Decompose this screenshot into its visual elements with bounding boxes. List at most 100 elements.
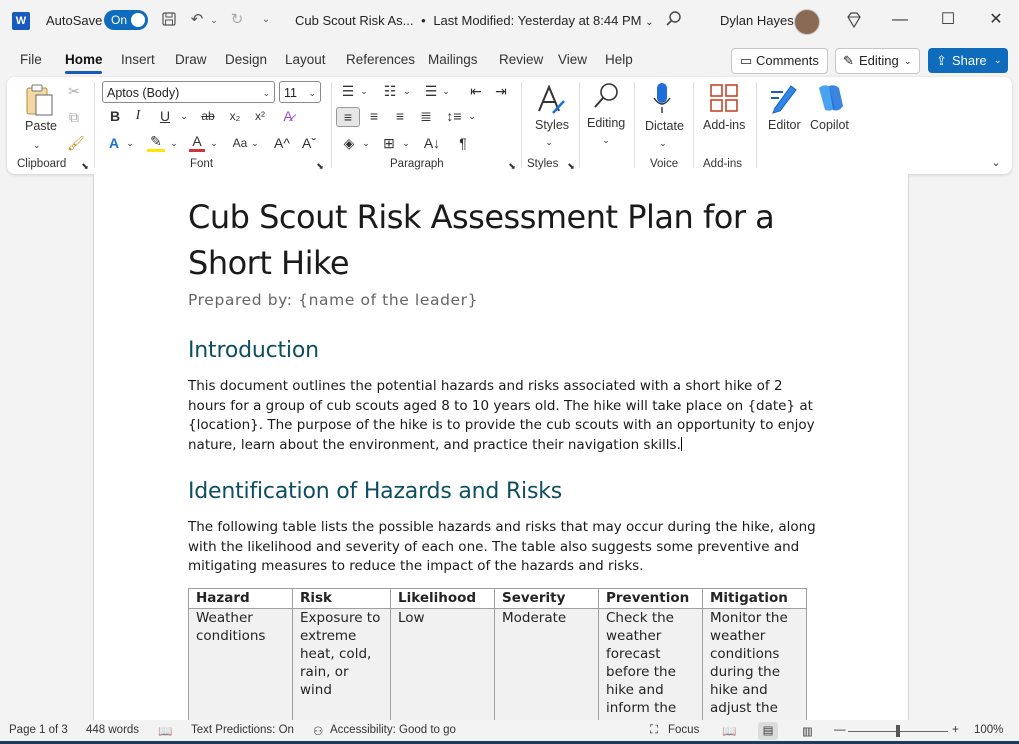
editor-icon[interactable] bbox=[769, 82, 799, 117]
increase-indent-icon[interactable]: ⇥ bbox=[495, 83, 507, 99]
sort-icon[interactable]: A↓ bbox=[423, 135, 441, 151]
search-icon[interactable] bbox=[665, 10, 683, 31]
borders-dropdown-icon[interactable]: ⌄ bbox=[402, 138, 410, 148]
save-icon[interactable] bbox=[160, 11, 178, 29]
styles-dropdown-icon[interactable]: ⌄ bbox=[545, 137, 553, 147]
decrease-indent-icon[interactable]: ⇤ bbox=[470, 83, 482, 99]
clipboard-launcher-icon[interactable]: ⬊ bbox=[81, 161, 89, 171]
print-layout-icon[interactable]: ▤ bbox=[758, 722, 778, 740]
tab-review[interactable]: Review bbox=[499, 52, 544, 67]
dictate-label[interactable]: Dictate bbox=[645, 119, 684, 133]
align-right-icon[interactable]: ≡ bbox=[395, 108, 405, 124]
line-spacing-icon[interactable]: ↕≡ bbox=[446, 108, 462, 124]
numbering-dropdown-icon[interactable]: ⌄ bbox=[403, 86, 411, 96]
zoom-level[interactable]: 100% bbox=[974, 724, 1004, 736]
tab-layout[interactable]: Layout bbox=[285, 52, 326, 67]
diamond-icon[interactable] bbox=[845, 11, 863, 32]
word-count[interactable]: 448 words bbox=[86, 724, 140, 736]
collapse-ribbon-icon[interactable]: ⌄ bbox=[991, 157, 1001, 169]
addins-icon[interactable] bbox=[709, 83, 739, 116]
bold-icon[interactable]: B bbox=[109, 108, 121, 124]
accessibility-status[interactable]: Accessibility: Good to go bbox=[330, 724, 456, 736]
editing-mode-button[interactable]: ✎ Editing ⌄ bbox=[835, 48, 920, 74]
font-color-icon[interactable]: A bbox=[189, 133, 205, 152]
show-formatting-icon[interactable]: ¶ bbox=[459, 135, 467, 151]
bullets-dropdown-icon[interactable]: ⌄ bbox=[360, 86, 368, 96]
font-size-select[interactable]: 11 ⌄ bbox=[279, 81, 321, 103]
change-case-dropdown-icon[interactable]: ⌄ bbox=[251, 138, 259, 148]
editing-group-button-label[interactable]: Editing bbox=[587, 116, 626, 130]
proofing-icon[interactable]: 📖 bbox=[158, 726, 173, 738]
microphone-icon[interactable] bbox=[652, 82, 672, 119]
find-icon[interactable] bbox=[592, 81, 622, 114]
tab-help[interactable]: Help bbox=[605, 52, 633, 67]
cut-icon[interactable]: ✂ bbox=[68, 83, 80, 99]
undo-icon[interactable]: ↶ bbox=[190, 11, 204, 28]
change-case-icon[interactable]: Aa bbox=[232, 136, 248, 150]
tab-view[interactable]: View bbox=[558, 52, 588, 67]
align-center-icon[interactable]: ≡ bbox=[369, 108, 379, 124]
editing-dropdown-icon[interactable]: ⌄ bbox=[602, 135, 610, 145]
avatar[interactable] bbox=[794, 9, 820, 35]
redo-icon[interactable]: ↻ bbox=[230, 11, 244, 28]
font-name-select[interactable]: Aptos (Body) ⌄ bbox=[102, 81, 275, 103]
font-launcher-icon[interactable]: ⬊ bbox=[316, 161, 324, 171]
dictate-dropdown-icon[interactable]: ⌄ bbox=[659, 138, 667, 148]
text-effects-icon[interactable]: A bbox=[108, 135, 120, 151]
text-predictions[interactable]: Text Predictions: On bbox=[191, 724, 294, 736]
document-page[interactable]: Cub Scout Risk Assessment Plan for a Sho… bbox=[93, 174, 909, 720]
tab-home[interactable]: Home bbox=[65, 52, 103, 67]
styles-launcher-icon[interactable]: ⬊ bbox=[567, 161, 575, 171]
borders-icon[interactable]: ⊞ bbox=[383, 135, 395, 151]
tab-mailings[interactable]: Mailings bbox=[428, 52, 478, 67]
maximize-icon[interactable]: ☐ bbox=[940, 11, 956, 28]
align-left-icon[interactable]: ≡ bbox=[336, 107, 360, 127]
share-button[interactable]: ⇪ Share ⌄ bbox=[928, 48, 1008, 73]
font-color-dropdown-icon[interactable]: ⌄ bbox=[210, 138, 218, 148]
grow-font-icon[interactable]: A^ bbox=[274, 135, 290, 151]
tab-design[interactable]: Design bbox=[225, 52, 268, 67]
share-dropdown-icon[interactable]: ⌄ bbox=[994, 55, 1002, 65]
zoom-in-icon[interactable]: + bbox=[952, 724, 959, 736]
page-count[interactable]: Page 1 of 3 bbox=[9, 724, 68, 736]
focus-mode[interactable]: Focus bbox=[668, 724, 700, 736]
editor-label[interactable]: Editor bbox=[768, 118, 801, 132]
underline-icon[interactable]: U bbox=[159, 108, 171, 124]
numbering-icon[interactable]: ☷ bbox=[383, 83, 397, 99]
paste-label[interactable]: Paste bbox=[25, 119, 57, 133]
tab-insert[interactable]: Insert bbox=[121, 52, 155, 67]
comments-button[interactable]: ▭ Comments bbox=[731, 48, 828, 74]
paste-icon[interactable] bbox=[25, 83, 55, 120]
customize-toolbar-icon[interactable]: ⌄ bbox=[261, 14, 271, 25]
format-painter-icon[interactable]: 🖌 bbox=[67, 135, 85, 151]
tab-draw[interactable]: Draw bbox=[175, 52, 207, 67]
justify-icon[interactable]: ≣ bbox=[420, 108, 432, 124]
zoom-out-icon[interactable]: — bbox=[834, 724, 846, 736]
shading-icon[interactable]: ◈ bbox=[343, 135, 355, 151]
strikethrough-icon[interactable]: ab bbox=[201, 109, 215, 123]
copilot-icon[interactable] bbox=[813, 82, 847, 117]
superscript-icon[interactable]: x² bbox=[255, 109, 265, 123]
underline-dropdown-icon[interactable]: ⌄ bbox=[180, 111, 188, 121]
copy-icon[interactable]: ⧉ bbox=[69, 109, 79, 125]
addins-label[interactable]: Add-ins bbox=[703, 118, 746, 132]
close-icon[interactable]: ✕ bbox=[989, 11, 1003, 28]
paste-dropdown-icon[interactable]: ⌄ bbox=[33, 140, 41, 150]
minimize-icon[interactable]: — bbox=[892, 11, 908, 28]
read-mode-icon[interactable]: 📖 bbox=[722, 726, 737, 738]
zoom-slider-thumb[interactable] bbox=[896, 725, 900, 737]
bullets-icon[interactable]: ☰ bbox=[341, 83, 355, 99]
multilevel-dropdown-icon[interactable]: ⌄ bbox=[442, 86, 450, 96]
clear-formatting-icon[interactable]: A̷ bbox=[283, 108, 293, 124]
highlight-icon[interactable]: ✎ bbox=[147, 133, 165, 152]
shading-dropdown-icon[interactable]: ⌄ bbox=[362, 138, 370, 148]
styles-label[interactable]: Styles bbox=[535, 118, 570, 132]
italic-icon[interactable]: I bbox=[135, 108, 141, 123]
copilot-label[interactable]: Copilot bbox=[810, 118, 849, 132]
line-spacing-dropdown-icon[interactable]: ⌄ bbox=[468, 111, 476, 121]
multilevel-list-icon[interactable]: ☰ bbox=[424, 83, 438, 99]
shrink-font-icon[interactable]: Aˇ bbox=[302, 135, 316, 151]
undo-dropdown-icon[interactable]: ⌄ bbox=[210, 15, 218, 25]
web-layout-icon[interactable]: ▥ bbox=[802, 726, 813, 738]
text-effects-dropdown-icon[interactable]: ⌄ bbox=[126, 138, 134, 148]
